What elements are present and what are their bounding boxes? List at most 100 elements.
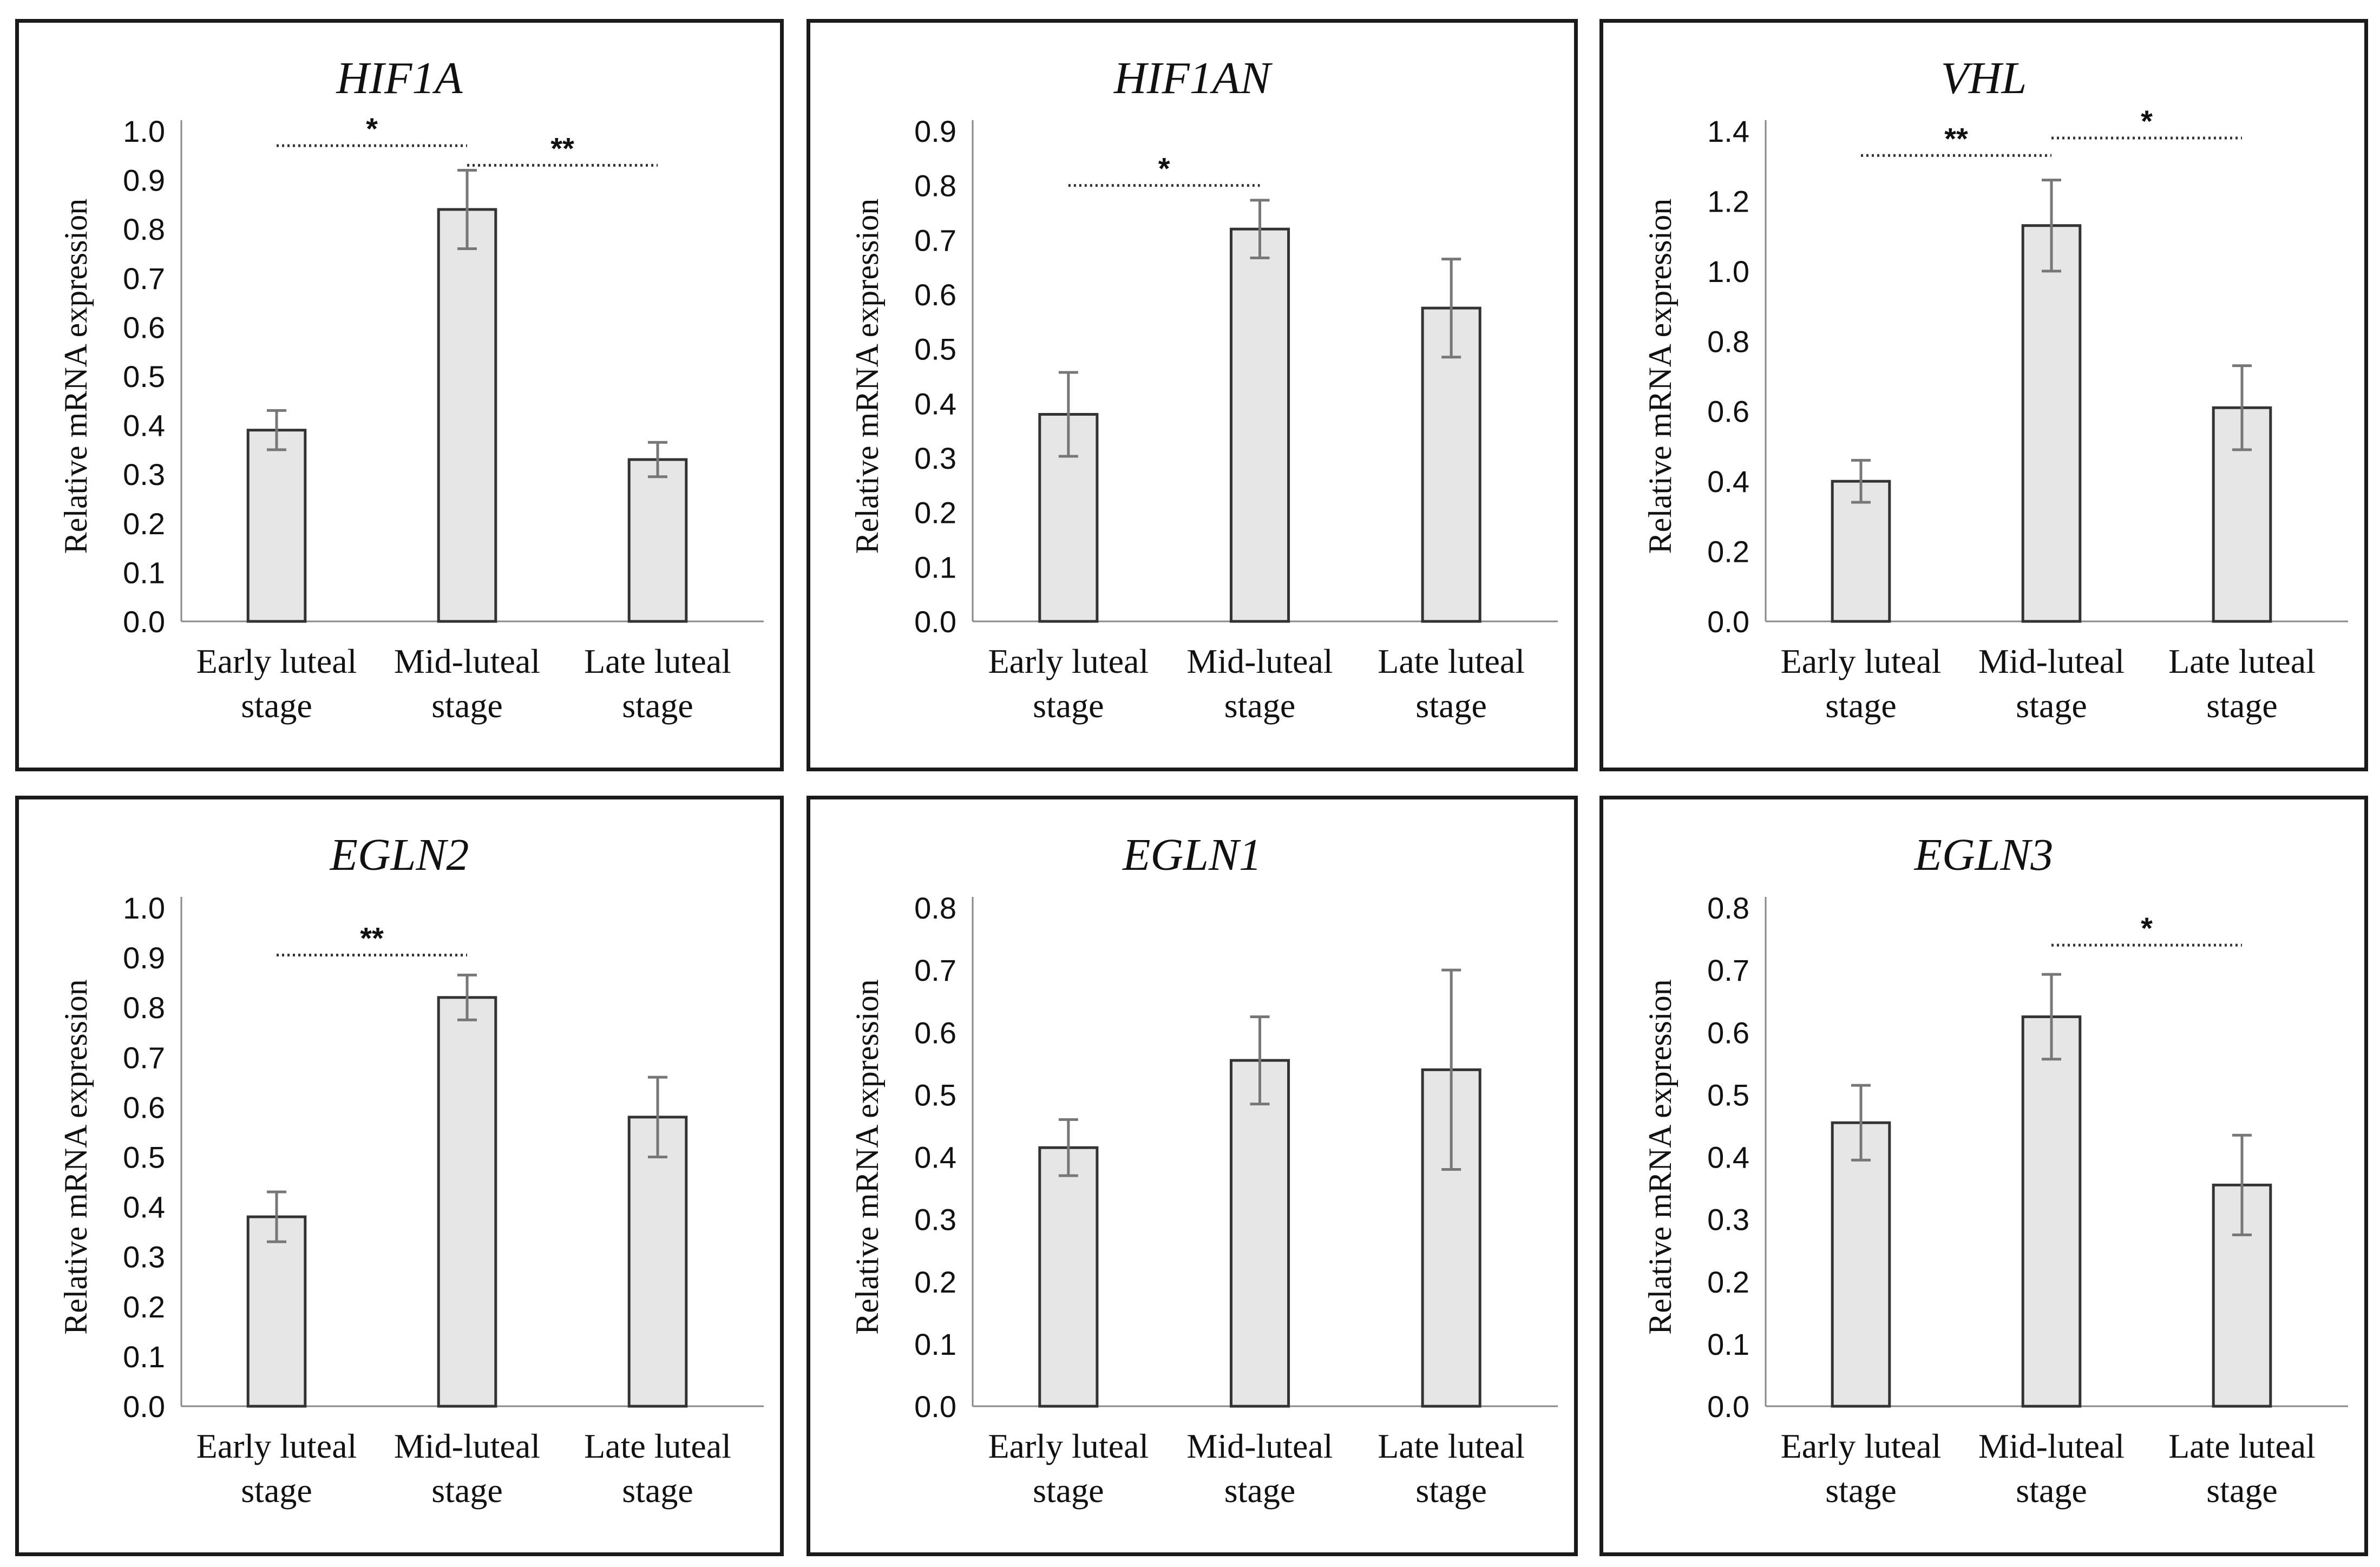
x-tick-label-line: Mid-luteal xyxy=(1186,642,1333,680)
y-tick-label: 0.6 xyxy=(914,1015,956,1050)
x-tick-label-line: stage xyxy=(1825,686,1897,725)
chart-title: VHL xyxy=(1941,53,2027,103)
x-tick-label: Late luteal stage xyxy=(1378,1427,1525,1510)
bar-late-luteal xyxy=(627,458,688,623)
x-tick-label-line: stage xyxy=(1415,1471,1487,1510)
y-tick-label: 0.0 xyxy=(1707,1389,1749,1424)
y-tick-label: 0.2 xyxy=(914,1265,956,1299)
y-tick-label: 1.0 xyxy=(123,891,165,925)
x-tick-label-line: Late luteal xyxy=(1378,642,1525,680)
bar-late-luteal xyxy=(1421,306,1481,623)
y-tick-label: 0.0 xyxy=(914,605,956,639)
y-tick-label: 0.7 xyxy=(914,223,956,257)
significance-label: * xyxy=(2141,911,2153,945)
x-tick-label: Mid-luteal stage xyxy=(1978,1427,2125,1510)
chart-title: HIF1AN xyxy=(1113,53,1273,103)
chart-egln3: EGLN3 Relative mRNA expression 0.0 0.1 0.2 0.… xyxy=(1642,830,2348,1510)
y-tick-label: 0.0 xyxy=(914,1389,956,1424)
bar-mid-luteal xyxy=(437,208,497,623)
y-tick-label: 0.3 xyxy=(123,457,165,491)
x-tick-label-line: Early luteal xyxy=(1781,642,1942,680)
y-axis-label: Relative mRNA expression xyxy=(1642,199,1678,554)
y-tick-label: 0.9 xyxy=(123,941,165,975)
y-tick-label: 0.1 xyxy=(914,1327,956,1361)
x-tick-label: Mid-luteal stage xyxy=(394,642,540,725)
x-tick-label-line: stage xyxy=(1033,686,1104,725)
x-tick-label-line: Early luteal xyxy=(988,642,1149,680)
y-tick-label: 1.0 xyxy=(123,114,165,148)
chart-panel-egln1: EGLN1 Relative mRNA expression 0.0 0.1 0.2 0.… xyxy=(807,796,1578,1556)
x-tick-label-line: stage xyxy=(2206,1471,2278,1510)
bar-early-luteal xyxy=(1831,480,1891,623)
x-tick-label-line: Late luteal xyxy=(584,1427,731,1465)
x-tick-label-line: stage xyxy=(2016,686,2087,725)
chart-title: EGLN2 xyxy=(330,830,469,880)
x-tick-label-line: stage xyxy=(1224,1471,1296,1510)
bar-early-luteal xyxy=(1038,1146,1099,1408)
y-tick-label: 0.1 xyxy=(914,550,956,584)
chart-egln1: EGLN1 Relative mRNA expression 0.0 0.1 0.2 0.… xyxy=(849,830,1558,1510)
y-tick-label: 0.1 xyxy=(123,1340,165,1374)
bar-early-luteal xyxy=(1831,1121,1891,1408)
significance-label: * xyxy=(1158,152,1170,186)
x-tick-label: Early luteal stage xyxy=(1781,1427,1942,1510)
y-tick-label: 0.8 xyxy=(914,891,956,925)
x-tick-label-line: stage xyxy=(1415,686,1487,725)
y-tick-label: 0.2 xyxy=(123,1290,165,1324)
y-tick-label: 0.6 xyxy=(914,278,956,312)
y-tick-label: 0.6 xyxy=(123,310,165,344)
y-tick-label: 0.8 xyxy=(1707,324,1749,358)
y-tick-label: 0.2 xyxy=(1707,1265,1749,1299)
x-tick-label-line: Early luteal xyxy=(988,1427,1149,1465)
x-tick-label: Early luteal stage xyxy=(196,1427,357,1510)
y-tick-label: 0.5 xyxy=(914,1078,956,1112)
y-tick-label: 0.0 xyxy=(123,605,165,639)
y-tick-label: 0.8 xyxy=(914,169,956,203)
bar-early-luteal xyxy=(246,429,307,623)
chart-panel-egln2: EGLN2 Relative mRNA expression 0.0 0.1 0.2 0.… xyxy=(15,796,784,1556)
y-tick-label: 0.4 xyxy=(1707,1140,1749,1175)
x-tick-label-line: stage xyxy=(431,1471,503,1510)
bar-mid-luteal xyxy=(437,996,497,1408)
bar-mid-luteal xyxy=(1229,1059,1290,1408)
x-tick-label: Early luteal stage xyxy=(196,642,357,725)
x-tick-label-line: stage xyxy=(241,1471,312,1510)
y-tick-label: 0.7 xyxy=(914,953,956,987)
chart-hif1a: HIF1A Relative mRNA expression 0.0 0.1 0.2 0.… xyxy=(58,53,764,725)
x-tick-label: Late luteal stage xyxy=(2168,1427,2316,1510)
significance-label: ** xyxy=(1944,121,1968,155)
x-tick-label: Early luteal stage xyxy=(1781,642,1942,725)
chart-egln2: EGLN2 Relative mRNA expression 0.0 0.1 0.2 0.… xyxy=(58,830,764,1510)
significance-label: ** xyxy=(360,921,384,955)
y-axis-label: Relative mRNA expression xyxy=(58,199,94,554)
chart-title: EGLN1 xyxy=(1122,830,1262,880)
x-tick-label-line: stage xyxy=(2206,686,2278,725)
y-tick-label: 0.1 xyxy=(1707,1327,1749,1361)
y-axis-label: Relative mRNA expression xyxy=(1642,979,1678,1335)
y-tick-label: 0.5 xyxy=(914,332,956,366)
x-tick-label: Mid-luteal stage xyxy=(1978,642,2125,725)
x-tick-label-line: Early luteal xyxy=(196,1427,357,1465)
x-tick-label-line: Early luteal xyxy=(1781,1427,1942,1465)
y-tick-label: 0.2 xyxy=(1707,535,1749,569)
x-tick-label: Mid-luteal stage xyxy=(394,1427,540,1510)
x-tick-label-line: stage xyxy=(1825,1471,1897,1510)
chart-panel-hif1a: HIF1A Relative mRNA expression 0.0 0.1 0.2 0.… xyxy=(15,19,784,771)
y-tick-label: 0.3 xyxy=(914,441,956,475)
y-tick-label: 0.8 xyxy=(1707,891,1749,925)
x-tick-label-line: Late luteal xyxy=(584,642,731,680)
x-tick-label: Late luteal stage xyxy=(584,642,731,725)
chart-vhl: VHL Relative mRNA expression 0.0 0.2 0.4 0.6 0… xyxy=(1642,53,2348,725)
y-tick-label: 0.5 xyxy=(123,359,165,394)
x-tick-label-line: Late luteal xyxy=(2168,642,2316,680)
bar-late-luteal xyxy=(627,1116,688,1408)
y-tick-label: 0.4 xyxy=(1707,464,1749,499)
y-tick-label: 0.5 xyxy=(1707,1078,1749,1112)
y-tick-label: 0.6 xyxy=(123,1090,165,1124)
y-tick-label: 0.4 xyxy=(914,1140,956,1175)
y-tick-label: 0.9 xyxy=(914,114,956,148)
y-tick-label: 0.7 xyxy=(123,261,165,296)
x-tick-label: Early luteal stage xyxy=(988,642,1149,725)
bar-mid-luteal xyxy=(2021,1015,2082,1408)
y-axis-label: Relative mRNA expression xyxy=(849,199,885,554)
